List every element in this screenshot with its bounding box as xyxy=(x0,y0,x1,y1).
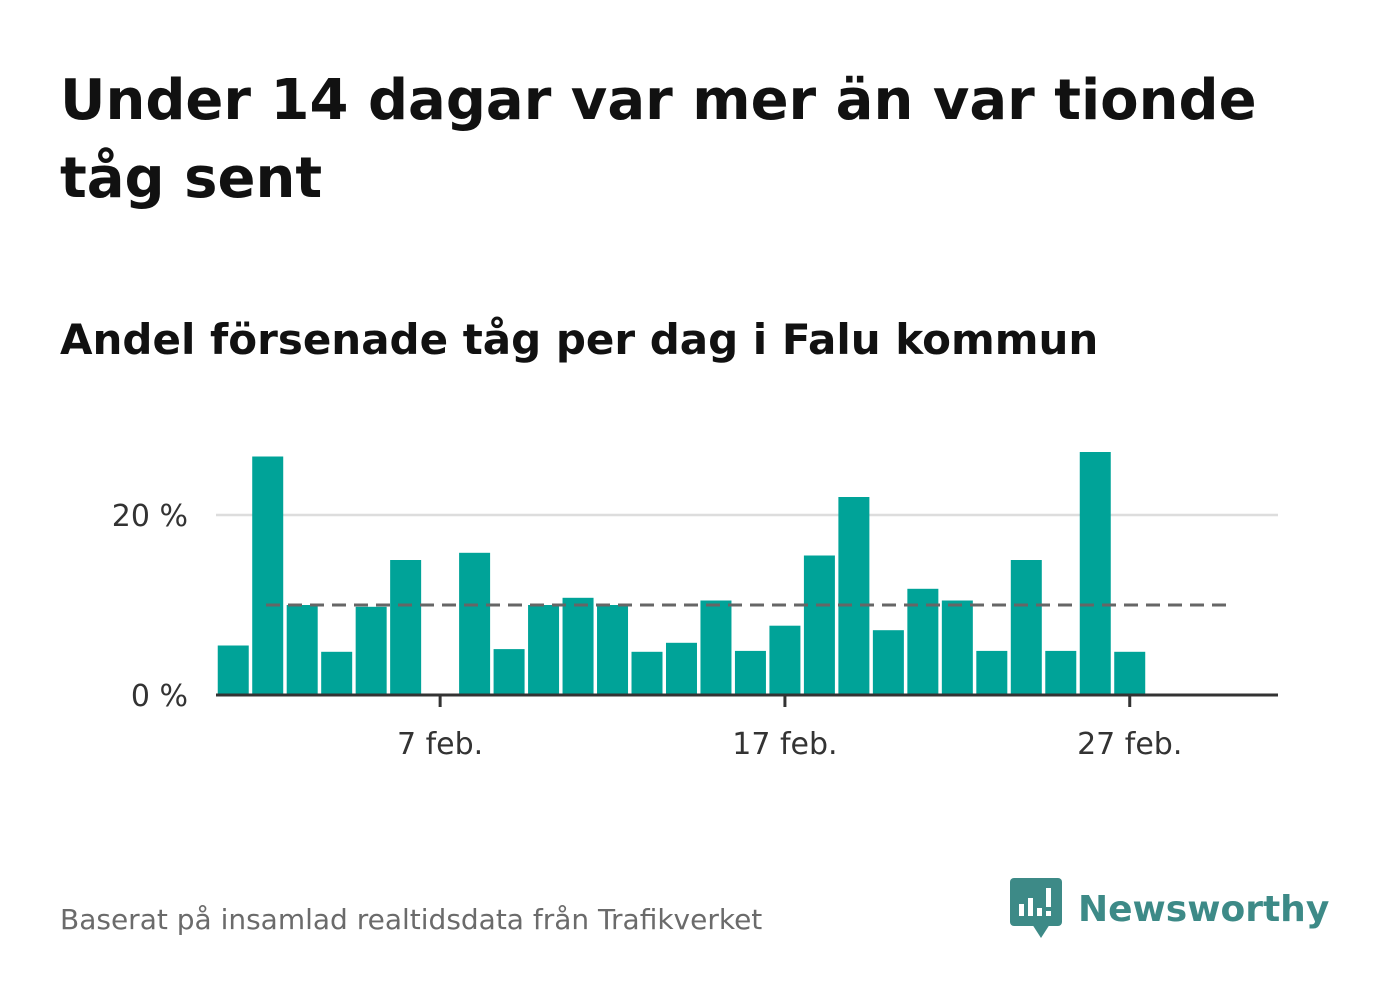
bar-feb-12 xyxy=(597,605,629,695)
bar-feb-17 xyxy=(769,625,801,695)
chart-subtitle: Andel försenade tåg per dag i Falu kommu… xyxy=(60,315,1099,364)
bar-feb-15 xyxy=(700,600,732,695)
brand-name: Newsworthy xyxy=(1078,888,1330,930)
y-tick-label: 0 % xyxy=(131,679,188,714)
axes: 0 % 20 % 7 feb. 17 feb. 27 feb. xyxy=(112,499,1278,762)
bar-feb-1 xyxy=(217,645,249,695)
newsworthy-logo-icon xyxy=(1010,878,1062,938)
bar-feb-13 xyxy=(631,651,663,695)
bar-feb-4 xyxy=(321,651,353,695)
chart-title: Under 14 dagar var mer än var tionde tåg… xyxy=(60,68,1257,211)
source-note: Baserat på insamlad realtidsdata från Tr… xyxy=(60,903,763,936)
bar-feb-22 xyxy=(941,600,973,695)
x-tick-label: 17 feb. xyxy=(732,727,837,762)
bar-feb-18 xyxy=(803,555,835,695)
bar-feb-24 xyxy=(1010,560,1042,695)
bar-feb-9 xyxy=(493,649,525,695)
bar-feb-23 xyxy=(976,650,1008,695)
bar-feb-25 xyxy=(1045,650,1077,695)
x-tick-label: 27 feb. xyxy=(1077,727,1182,762)
bar-feb-16 xyxy=(734,650,766,695)
bar-feb-5 xyxy=(355,606,387,695)
bar-feb-27 xyxy=(1114,651,1146,695)
x-tick-label: 7 feb. xyxy=(397,727,483,762)
bar-feb-26 xyxy=(1079,452,1111,695)
bar-feb-11 xyxy=(562,597,594,695)
bar-feb-19 xyxy=(838,497,870,695)
bar-feb-14 xyxy=(665,642,697,695)
bar-feb-20 xyxy=(872,630,904,695)
bars xyxy=(217,452,1146,695)
bar-feb-8 xyxy=(459,552,491,695)
y-tick-label: 20 % xyxy=(112,499,188,534)
bar-feb-3 xyxy=(286,605,318,695)
newsworthy-logo: Newsworthy xyxy=(1010,878,1329,940)
bar-feb-6 xyxy=(390,560,422,695)
bar-feb-2 xyxy=(252,456,284,695)
bar-feb-10 xyxy=(528,605,560,695)
